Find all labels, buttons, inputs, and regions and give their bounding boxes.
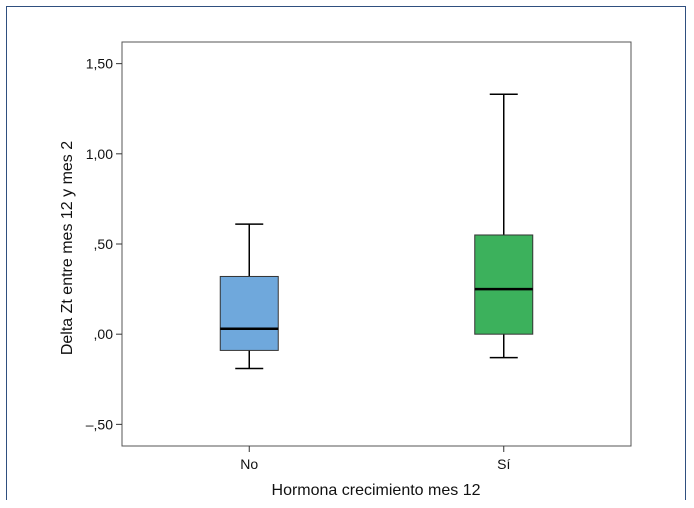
iqr-box [219, 275, 279, 351]
x-axis-title: Hormona crecimiento mes 12 [272, 482, 481, 499]
box-si [474, 93, 534, 359]
y-tick-label: ,00 [94, 326, 114, 342]
boxes [219, 93, 534, 370]
iqr-box [474, 234, 534, 335]
figure-frame [6, 6, 686, 500]
y-tick-label: ,50 [94, 236, 114, 252]
y-axis: 1,50 1,00 ,50 ,00 –,50 [86, 56, 122, 432]
x-axis: No Sí [240, 446, 510, 472]
y-axis-title: Delta Zt entre mes 12 y mes 2 [59, 141, 76, 355]
y-tick-label: –,50 [86, 416, 113, 432]
x-tick-label: No [240, 456, 258, 472]
y-tick-label: 1,00 [86, 146, 113, 162]
box-no [219, 223, 279, 370]
plot-area [121, 41, 632, 447]
x-tick-label: Sí [497, 456, 510, 472]
y-tick-label: 1,50 [86, 56, 113, 72]
